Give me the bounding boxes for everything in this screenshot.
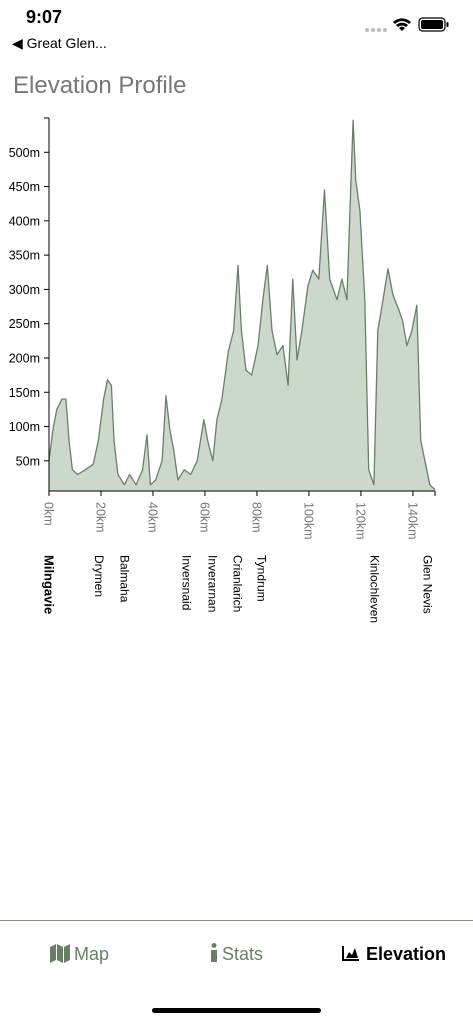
y-tick-label: 250m (9, 317, 40, 331)
home-indicator (152, 1008, 321, 1013)
tab-label[interactable]: Map (74, 944, 109, 964)
y-tick-label: 100m (9, 420, 40, 434)
x-tick-label: 60km (198, 502, 212, 533)
y-tick-label: 450m (9, 180, 40, 194)
x-tick-label: 0km (42, 502, 56, 526)
y-tick-label: 500m (9, 146, 40, 160)
x-tick-label: 100km (301, 502, 315, 540)
place-label: Milngavie (42, 555, 57, 614)
x-tick-label: 40km (146, 502, 160, 533)
y-tick-label: 50m (16, 454, 40, 468)
place-label: Balmaha (117, 555, 131, 603)
tab-icon-map (50, 944, 70, 963)
y-tick-label: 150m (9, 386, 40, 400)
chart: 50m 100m 150m 200m 250m 300m 350m 400m 450m 500m 0… (9, 117, 436, 623)
y-tick-label: 350m (9, 249, 40, 263)
tab-label[interactable]: Stats (222, 944, 263, 964)
place-label: Tyndrum (254, 555, 268, 602)
y-tick-label: 300m (9, 283, 40, 297)
place-label: Inverarnan (205, 555, 219, 612)
tab-bar: Map Stats Elevation (74, 944, 446, 964)
area-fill (49, 120, 435, 491)
page-title: Elevation Profile (13, 72, 186, 99)
x-tick-label: 140km (405, 502, 419, 540)
tab-label[interactable]: Elevation (366, 944, 446, 964)
place-label: Crianlarich (231, 555, 245, 612)
place-label: Drymen (92, 555, 106, 597)
back-button[interactable]: ◀ Great Glen... (12, 35, 107, 51)
x-tick-label: 80km (249, 502, 263, 533)
place-label: Inversnaid (179, 555, 193, 610)
x-tick-label: 120km (353, 502, 367, 540)
status-icons (365, 17, 449, 32)
place-label: Glen Nevis (421, 555, 435, 614)
elevation-line (48, 119, 436, 491)
tab-icon-stats (211, 943, 217, 962)
y-tick-label: 200m (9, 351, 40, 365)
y-tick-label: 400m (9, 214, 40, 228)
place-label: Kinlochleven (368, 555, 382, 623)
x-tick-label: 20km (94, 502, 108, 533)
tab-icon-elevation (342, 946, 359, 961)
status-time: 9:07 (26, 7, 62, 27)
